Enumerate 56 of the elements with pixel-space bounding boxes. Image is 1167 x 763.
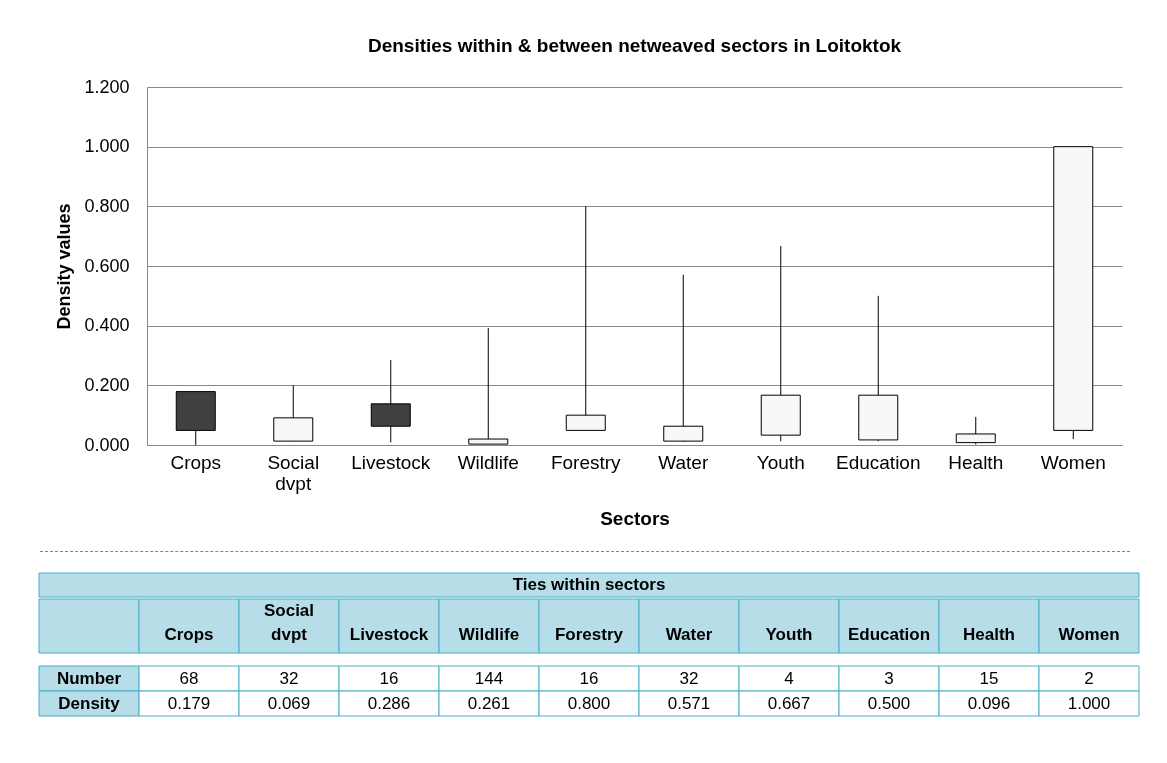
category-label: Health — [963, 625, 1015, 644]
data-label: 0.800 — [567, 693, 611, 713]
series-label: Density — [58, 693, 121, 713]
data-label: 0.500 — [867, 693, 911, 713]
category-label: Water — [665, 625, 713, 644]
data-label: 1.000 — [1067, 693, 1111, 713]
data-label: 16 — [579, 668, 599, 688]
category-label: Forestry — [554, 625, 624, 644]
x-axis-title: Sectors — [600, 507, 670, 529]
y-axis-title: Density values — [54, 203, 75, 330]
category-label: Social dvpt — [263, 601, 315, 644]
y-tick-label: 0.600 — [84, 255, 130, 276]
data-label: 16 — [379, 668, 399, 688]
x-tick-label: Livestock — [351, 451, 431, 473]
y-tick-label: 1.200 — [84, 76, 130, 97]
category-label: Women — [1058, 625, 1120, 644]
y-tick-label: 0.000 — [84, 434, 130, 455]
data-label: 0.096 — [967, 693, 1011, 713]
candlestick — [565, 205, 606, 431]
category-label: Education — [847, 625, 931, 644]
y-tick-label: 0.800 — [84, 195, 130, 216]
series-label: Number — [56, 668, 122, 688]
x-tick-label: Youth — [756, 451, 805, 473]
y-tick-label: 0.400 — [84, 315, 130, 336]
data-label: 32 — [679, 668, 699, 688]
data-label: 68 — [179, 668, 199, 688]
y-tick-label: 0.200 — [84, 374, 130, 395]
x-tick-label: Women — [1040, 451, 1106, 473]
x-tick-label: Forestry — [550, 451, 622, 473]
data-label: 0.571 — [667, 693, 711, 713]
candlestick — [663, 274, 704, 443]
chart-title: Densities within & between netweaved sectors in Loitoktok — [367, 35, 902, 56]
data-label: 0.179 — [167, 693, 211, 713]
data-label: 3 — [884, 668, 894, 688]
data-label: 0.667 — [767, 693, 811, 713]
x-tick-label: Social dvpt — [267, 451, 320, 494]
candlestick — [468, 327, 509, 445]
data-label: 32 — [279, 668, 299, 688]
data-label: 2 — [1084, 668, 1094, 688]
category-label: Crops — [164, 625, 214, 644]
y-tick-label: 1.000 — [84, 136, 130, 157]
x-tick-label: Crops — [170, 451, 222, 473]
data-label: 0.261 — [467, 693, 511, 713]
text: Ties within sectors — [512, 575, 666, 594]
data-label: 0.286 — [367, 693, 411, 713]
x-tick-label: Water — [658, 451, 709, 473]
data-label: 15 — [979, 668, 999, 688]
category-label: Livestock — [349, 625, 429, 644]
category-label: Youth — [765, 625, 813, 644]
data-label: 144 — [474, 668, 504, 688]
category-label: Wildlife — [458, 625, 520, 644]
data-label: 4 — [784, 668, 794, 688]
x-tick-label: Health — [948, 451, 1004, 473]
x-tick-label: Wildlife — [457, 451, 519, 473]
data-label: 0.069 — [267, 693, 311, 713]
x-tick-label: Education — [835, 451, 921, 473]
